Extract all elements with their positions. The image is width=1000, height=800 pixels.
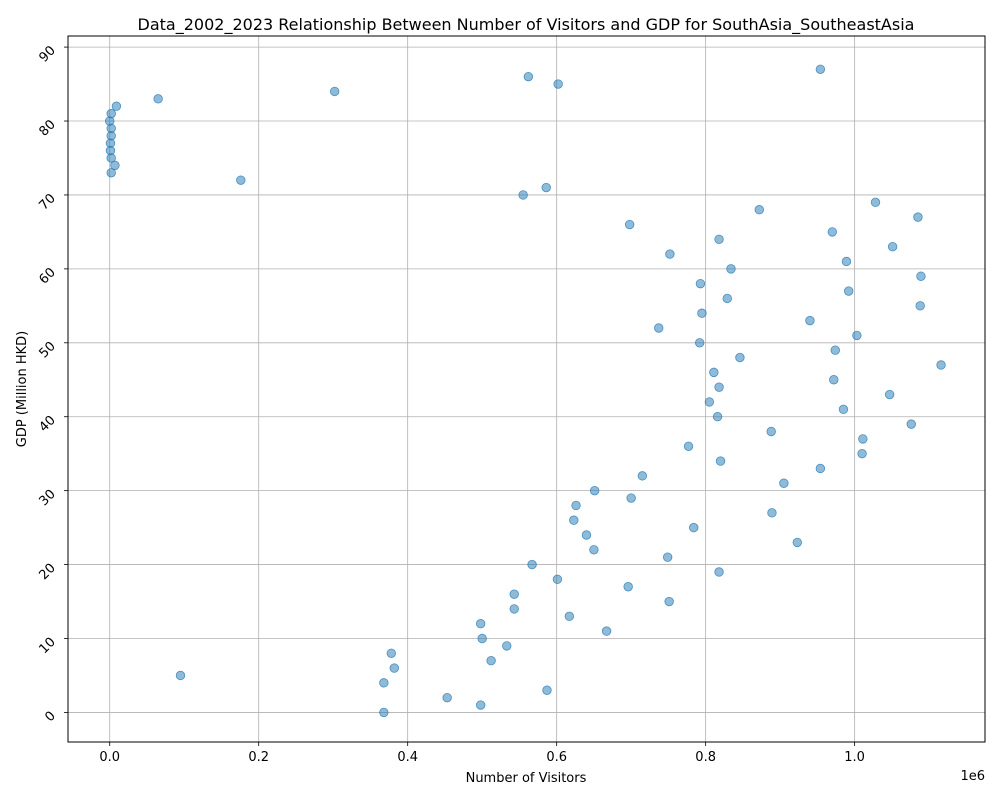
data-point xyxy=(695,278,706,289)
data-point xyxy=(624,219,635,230)
data-point xyxy=(714,234,724,244)
data-point xyxy=(815,463,826,474)
data-point xyxy=(110,160,120,171)
data-points xyxy=(105,64,946,718)
data-point xyxy=(726,264,736,274)
data-point xyxy=(553,79,563,89)
data-point xyxy=(477,633,487,644)
plot-area xyxy=(68,36,985,742)
data-point xyxy=(766,426,776,437)
data-point xyxy=(564,611,575,622)
data-point xyxy=(697,308,707,318)
data-point xyxy=(870,197,881,208)
data-point xyxy=(601,626,612,636)
data-point xyxy=(665,249,675,259)
data-point xyxy=(386,648,396,658)
data-point xyxy=(175,670,186,681)
y-axis-label: GDP (Million HKD) xyxy=(15,331,30,448)
data-point xyxy=(389,663,399,673)
data-point xyxy=(838,404,849,415)
data-point xyxy=(106,108,116,119)
data-point xyxy=(830,345,840,355)
data-point xyxy=(936,360,946,370)
data-point xyxy=(589,545,599,555)
data-point xyxy=(805,315,815,326)
data-point xyxy=(887,241,898,252)
chart-title: Data_2002_2023 Relationship Between Numb… xyxy=(138,15,915,35)
data-point xyxy=(552,574,563,585)
data-point xyxy=(843,286,854,296)
data-point xyxy=(792,537,802,548)
data-point xyxy=(714,382,724,392)
data-point xyxy=(541,182,551,193)
x-tick-label: 1.0 xyxy=(844,750,865,765)
data-point xyxy=(704,397,715,407)
data-point xyxy=(694,338,705,348)
data-point xyxy=(852,330,862,341)
data-point xyxy=(509,604,519,614)
data-point xyxy=(841,256,852,267)
data-point xyxy=(683,441,694,451)
data-point xyxy=(236,175,246,185)
data-point xyxy=(442,692,452,703)
data-point xyxy=(542,685,552,695)
data-point xyxy=(509,589,519,599)
x-axis: 0.0 0.2 0.4 0.6 0.8 1.0 xyxy=(99,742,865,765)
data-point xyxy=(111,101,122,111)
data-point xyxy=(712,412,723,422)
x-tick-label: 0.0 xyxy=(99,750,120,765)
x-tick-label: 0.4 xyxy=(397,750,418,765)
data-point xyxy=(626,493,636,503)
data-point xyxy=(884,389,895,400)
data-point xyxy=(709,367,719,378)
data-point xyxy=(518,190,528,200)
data-point xyxy=(379,678,389,688)
data-point xyxy=(906,419,916,429)
data-point xyxy=(779,478,789,488)
data-point xyxy=(689,522,699,533)
x-axis-offset-label: 1e6 xyxy=(960,769,985,784)
data-point xyxy=(829,375,839,385)
data-point xyxy=(715,456,726,466)
data-point xyxy=(623,582,633,592)
data-point xyxy=(815,64,826,74)
plot-frame xyxy=(67,35,986,743)
data-point xyxy=(486,655,496,666)
data-point xyxy=(502,641,512,651)
data-point xyxy=(589,485,600,496)
data-point xyxy=(767,508,777,518)
data-point xyxy=(475,619,486,629)
data-point xyxy=(858,434,868,444)
data-point xyxy=(379,707,389,718)
data-point xyxy=(571,500,581,511)
data-point xyxy=(916,271,926,281)
data-point xyxy=(662,552,673,562)
data-point xyxy=(735,352,745,363)
data-point xyxy=(913,212,923,222)
data-point xyxy=(857,448,867,459)
data-point xyxy=(654,323,664,333)
data-point xyxy=(475,700,486,710)
data-point xyxy=(106,168,116,178)
data-point xyxy=(523,71,534,82)
data-point xyxy=(329,86,340,97)
data-point xyxy=(915,301,925,311)
data-point xyxy=(637,471,648,481)
data-point xyxy=(569,515,579,525)
data-point xyxy=(714,567,724,577)
x-tick-label: 0.8 xyxy=(695,750,716,765)
data-point xyxy=(754,205,764,215)
data-point xyxy=(827,227,837,237)
data-point xyxy=(153,94,163,104)
x-tick-label: 0.6 xyxy=(546,750,567,765)
data-point xyxy=(527,559,537,570)
data-point xyxy=(664,596,674,607)
x-tick-label: 0.2 xyxy=(248,750,269,765)
x-axis-label: Number of Visitors xyxy=(466,771,587,786)
data-point xyxy=(722,293,732,304)
data-point xyxy=(581,530,592,540)
